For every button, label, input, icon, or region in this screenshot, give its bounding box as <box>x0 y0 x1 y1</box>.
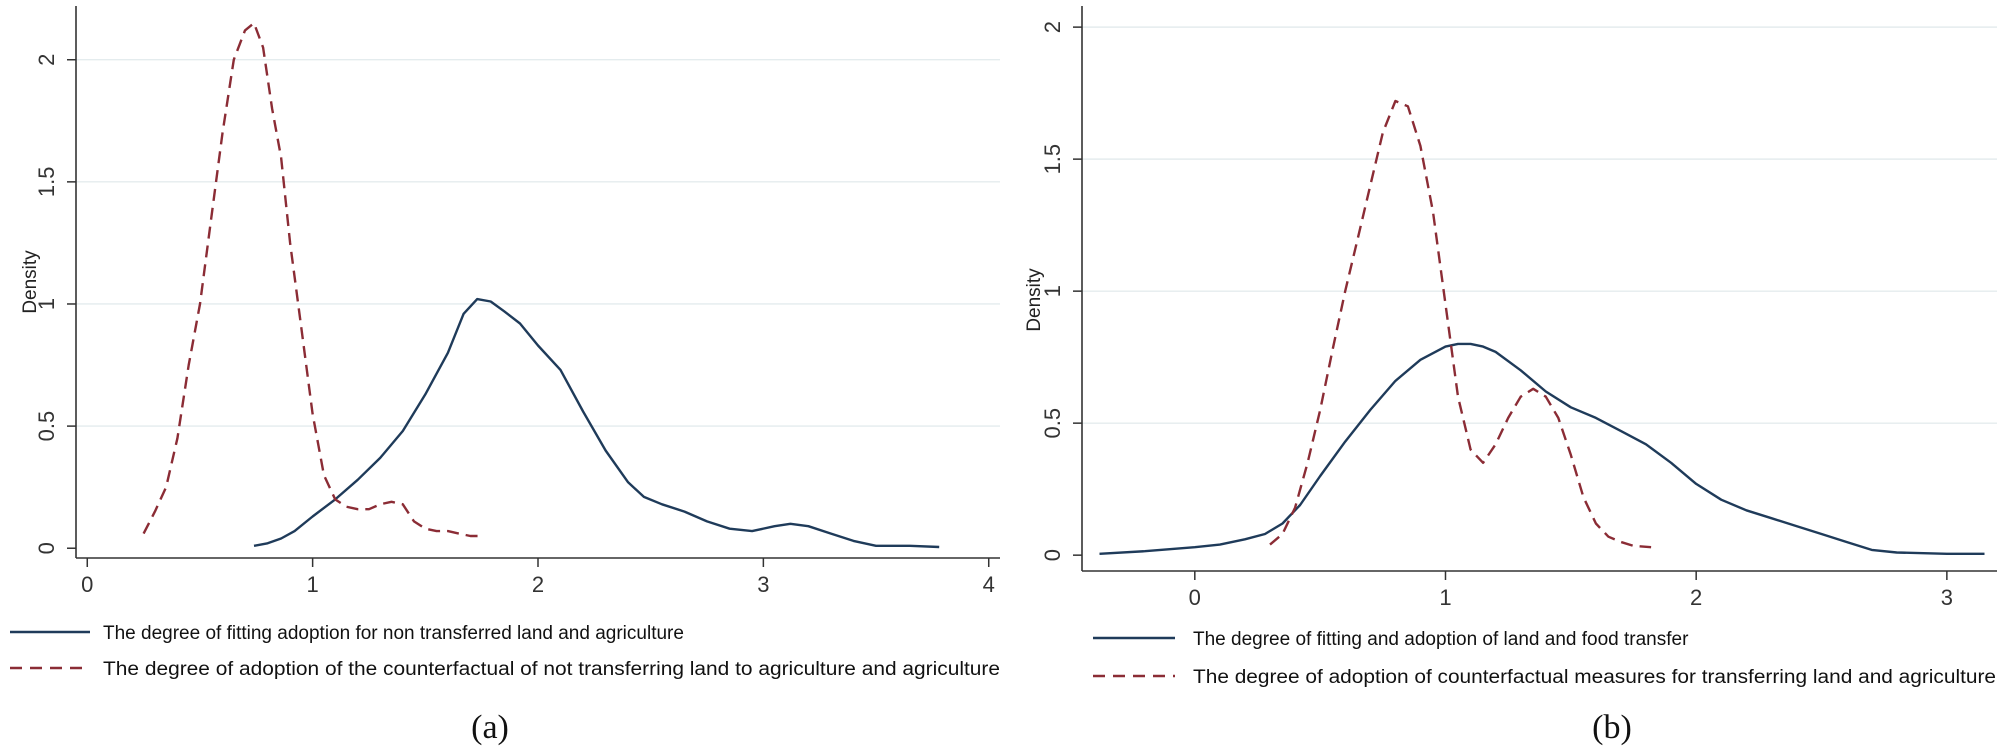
panel-b-series-line-0 <box>1099 342 1985 555</box>
panel-a-y-ticks: 0 0.5 1 1.5 2 <box>34 54 76 554</box>
panel-b-series <box>1099 99 1985 555</box>
panel-b-legend-label-0: The degree of fitting and adoption of la… <box>1193 629 1689 650</box>
panel-b-legend-label-1: The degree of adoption of counterfactual… <box>1193 667 1996 688</box>
panel-a-gridlines <box>76 59 1000 427</box>
panel-a-y-tick-label-4: 2 <box>34 54 59 66</box>
panel-a-x-tick-label-2: 2 <box>532 572 544 597</box>
panel-a-label: (a) <box>471 709 509 746</box>
panel-a-legend-label-0: The degree of fitting adoption for non t… <box>103 623 684 644</box>
panel-b-x-tick-label-2: 2 <box>1690 585 1702 610</box>
panel-b-x-tick-label-1: 1 <box>1439 585 1451 610</box>
panel-b: 0 0.5 1 1.5 2 0 1 2 3 Density The degree of fit… <box>1024 6 1997 746</box>
panel-b-y-tick-label-1: 0.5 <box>1040 408 1065 439</box>
panel-b-legend: The degree of fitting and adoption of la… <box>1093 629 1996 688</box>
panel-b-y-tick-label-0: 0 <box>1040 549 1065 561</box>
panel-b-y-tick-label-4: 2 <box>1040 21 1065 33</box>
panel-a-y-tick-label-1: 0.5 <box>34 411 59 442</box>
panel-a-y-tick-label-0: 0 <box>34 542 59 554</box>
panel-a-x-tick-label-3: 3 <box>757 572 769 597</box>
panel-b-x-ticks: 0 1 2 3 <box>1189 571 1953 610</box>
panel-a-series-line-1 <box>142 21 482 538</box>
panel-a-y-tick-label-3: 1.5 <box>34 167 59 198</box>
panel-a-y-axis-title: Density <box>20 250 41 314</box>
panel-a-x-ticks: 0 1 2 3 4 <box>81 558 995 597</box>
panel-a-x-tick-label-1: 1 <box>307 572 319 597</box>
panel-a: 0 0.5 1 1.5 2 0 1 2 3 4 Density The degree of fi… <box>10 6 1000 746</box>
panel-b-gridlines <box>1082 26 1997 424</box>
panel-b-x-tick-label-3: 3 <box>1941 585 1953 610</box>
panel-b-y-tick-label-3: 1.5 <box>1040 144 1065 175</box>
panel-b-y-ticks: 0 0.5 1 1.5 2 <box>1040 21 1082 561</box>
panel-a-series <box>142 21 940 549</box>
panel-b-x-tick-label-0: 0 <box>1189 585 1201 610</box>
panel-a-x-tick-label-0: 0 <box>81 572 93 597</box>
panel-b-label: (b) <box>1592 709 1632 746</box>
panel-a-series-line-0 <box>253 297 940 549</box>
panel-a-y-tick-label-2: 1 <box>34 298 59 310</box>
panel-a-legend: The degree of fitting adoption for non t… <box>10 623 1000 680</box>
panel-b-y-tick-label-2: 1 <box>1040 285 1065 297</box>
panel-a-legend-label-1: The degree of adoption of the counterfac… <box>103 659 1000 680</box>
panel-b-y-axis-title: Density <box>1024 268 1045 332</box>
panel-a-x-tick-label-4: 4 <box>983 572 995 597</box>
